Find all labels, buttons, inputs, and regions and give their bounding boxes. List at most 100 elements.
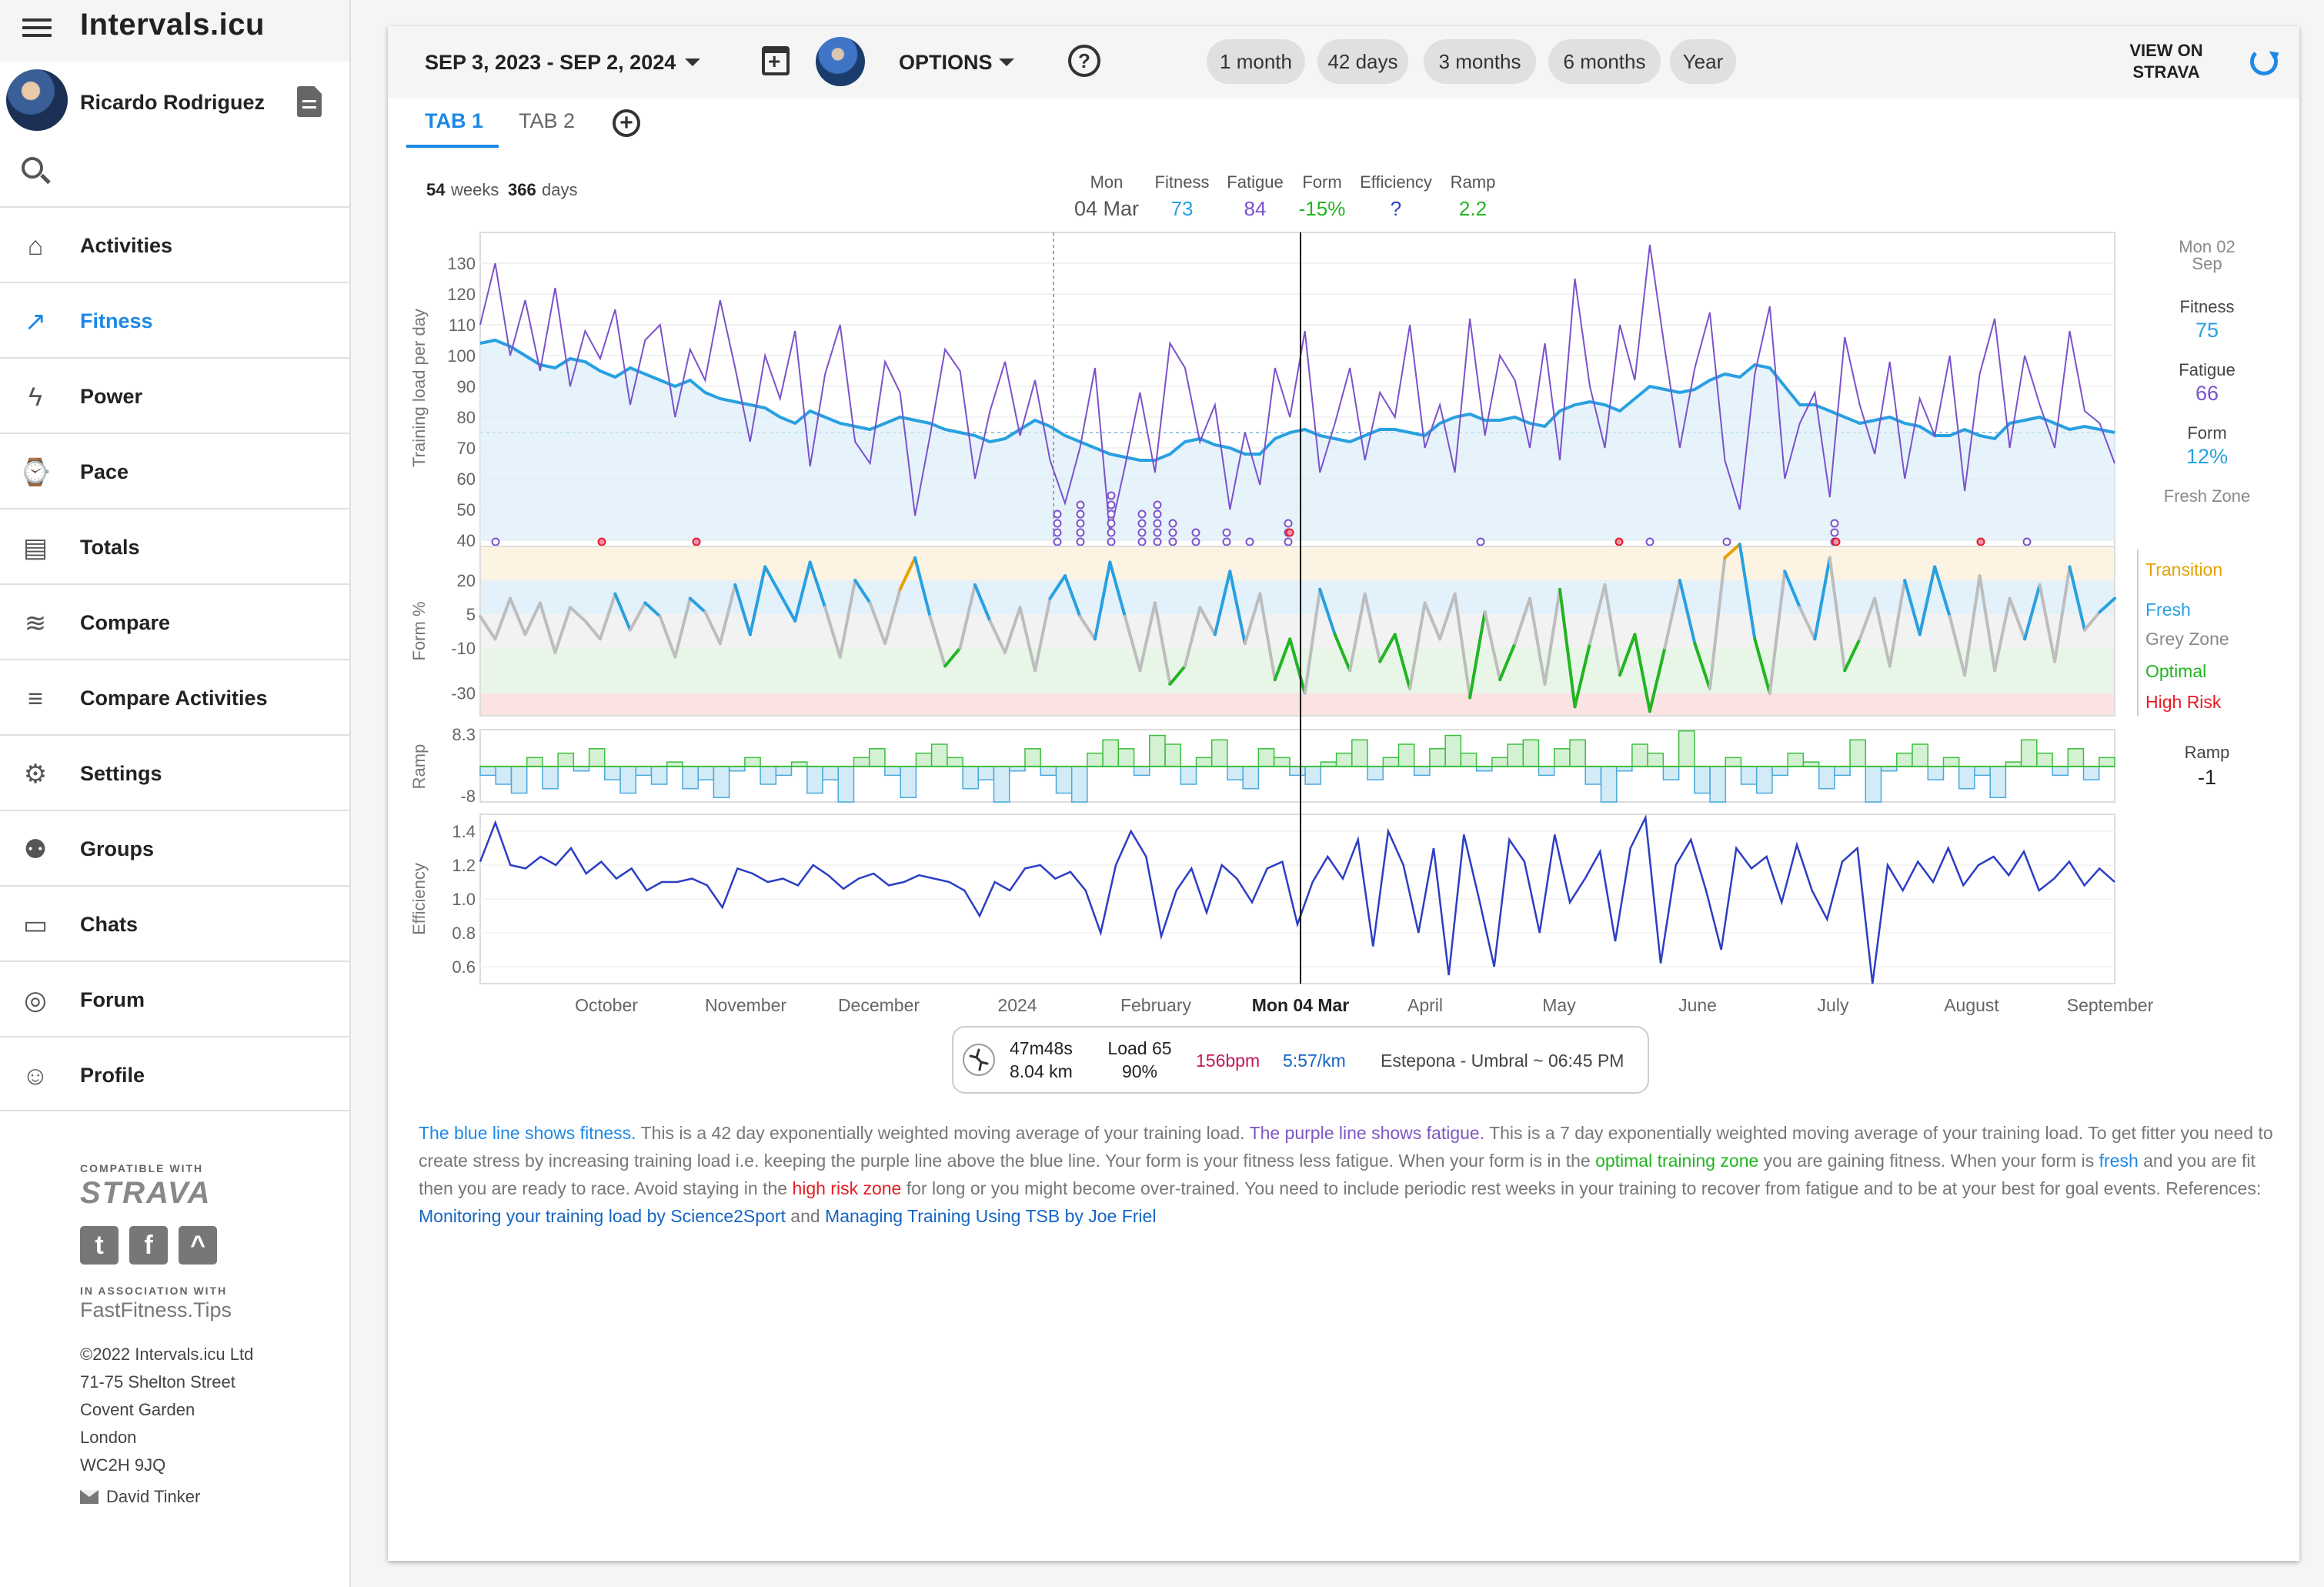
activity-dot[interactable] [1076,537,1085,546]
activity-dot[interactable] [1153,537,1162,546]
activity-dot[interactable] [1107,491,1116,500]
activity-dot[interactable] [1107,500,1116,510]
activity-dot[interactable] [1168,519,1177,528]
sidebar-item-compare-activities[interactable]: ≡ Compare Activities [0,659,349,734]
range-chip-year[interactable]: Year [1670,39,1736,84]
science2sport-link[interactable]: Monitoring your training load by Science… [419,1206,786,1226]
activity-dot[interactable] [1137,510,1147,519]
sidebar-item-totals[interactable]: ▤ Totals [0,508,349,583]
contact-link[interactable]: David Tinker [80,1487,326,1507]
joe-friel-link[interactable]: Managing Training Using TSB by Joe Friel [825,1206,1157,1226]
sidebar-item-power[interactable]: ϟ Power [0,357,349,433]
fitness-chart[interactable]: 54 weeks 366 days Mon 04 Mar Fitness 73 Fatigue 8… [388,26,2299,1104]
race-dot[interactable] [1976,537,1985,546]
avatar[interactable] [6,69,68,131]
activity-dot[interactable] [1191,537,1200,546]
activity-dot[interactable] [1153,500,1162,510]
activity-dot[interactable] [1053,519,1062,528]
activity-dot[interactable] [1137,537,1147,546]
activity-dot[interactable] [1107,528,1116,537]
activity-dot[interactable] [1153,519,1162,528]
sidebar-item-fitness[interactable]: ↗ Fitness [0,282,349,357]
range-chip-42-days[interactable]: 42 days [1317,39,1408,84]
sidebar-item-groups[interactable]: ⚉ Groups [0,810,349,885]
activity-dot[interactable] [1284,537,1293,546]
activity-dot[interactable] [1722,537,1731,546]
race-dot[interactable] [1614,537,1624,546]
user-name[interactable]: Ricardo Rodriguez [80,91,265,114]
activity-dot[interactable] [1053,537,1062,546]
options-menu[interactable]: OPTIONS [899,51,993,74]
activity-dot[interactable] [1153,510,1162,519]
activity-dot[interactable] [491,537,500,546]
activity-dot[interactable] [1476,537,1485,546]
help-icon[interactable]: ? [1068,45,1100,77]
sidebar-item-pace[interactable]: ⌚ Pace [0,433,349,508]
month-label: July [1818,995,1849,1015]
document-icon[interactable] [297,86,322,117]
sidebar-item-chats[interactable]: ▭ Chats [0,885,349,961]
sidebar-item-profile[interactable]: ☺ Profile [0,1036,349,1111]
activity-dot[interactable] [1284,519,1293,528]
strava-logo[interactable]: STRAVA [80,1176,212,1210]
range-chip-6-months[interactable]: 6 months [1548,39,1661,84]
activity-dot[interactable] [1053,528,1062,537]
facebook-icon[interactable]: f [129,1226,168,1265]
activity-dot[interactable] [1168,537,1177,546]
add-tab-icon[interactable]: + [613,109,640,137]
activity-dot[interactable] [1053,510,1062,519]
activity-dot[interactable] [1191,528,1200,537]
activity-dot[interactable] [1076,519,1085,528]
race-dot[interactable] [692,537,701,546]
strava-icon[interactable]: ^ [179,1226,217,1265]
search-icon[interactable] [22,157,43,179]
activity-dot[interactable] [1107,519,1116,528]
activity-dot[interactable] [1153,528,1162,537]
desc-fresh: fresh [2099,1151,2139,1171]
activity-dot[interactable] [1645,537,1655,546]
athlete-avatar[interactable] [816,37,865,86]
chevron-down-icon[interactable] [685,58,700,66]
activity-pace: 5:57/km [1283,1051,1346,1071]
activity-dot[interactable] [1168,528,1177,537]
activity-dot[interactable] [1137,519,1147,528]
refresh-icon[interactable] [2250,48,2278,75]
race-dot[interactable] [1285,528,1294,537]
watch-icon: ⌚ [18,458,52,487]
race-dot[interactable] [1831,537,1841,546]
activity-dot[interactable] [1830,519,1839,528]
range-chip-1-month[interactable]: 1 month [1207,39,1305,84]
date-range-selector[interactable]: SEP 3, 2023 - SEP 2, 2024 [425,51,676,74]
tab-2[interactable]: TAB 2 [519,109,576,132]
sidebar-item-compare[interactable]: ≋ Compare [0,583,349,659]
range-chip-3-months[interactable]: 3 months [1424,39,1536,84]
activity-dot[interactable] [1222,537,1231,546]
sidebar-item-forum[interactable]: ◎ Forum [0,961,349,1036]
chevron-down-icon[interactable] [999,58,1014,66]
activity-dot[interactable] [1245,537,1254,546]
activity-dot[interactable] [1107,510,1116,519]
activity-dot[interactable] [1107,537,1116,546]
activity-dot[interactable] [1137,528,1147,537]
fastfitness-logo[interactable]: FastFitness.Tips [80,1298,232,1321]
activity-summary-card[interactable] [952,1026,1649,1094]
activity-dot[interactable] [1076,500,1085,510]
calendar-add-icon[interactable] [762,46,790,75]
race-dot[interactable] [597,537,606,546]
sidebar-item-activities[interactable]: ⌂ Activities [0,206,349,282]
view-on-strava-button[interactable]: VIEW ON STRAVA [2124,40,2209,83]
app-title[interactable]: Intervals.icu [80,8,265,42]
activity-dot[interactable] [1076,510,1085,519]
month-label: 2024 [997,995,1037,1015]
activity-dot[interactable] [1830,528,1839,537]
activity-dot[interactable] [2022,537,2032,546]
sidebar-item-settings[interactable]: ⚙ Settings [0,734,349,810]
activity-dot[interactable] [1222,528,1231,537]
menu-icon[interactable] [20,14,54,48]
user-row[interactable]: Ricardo Rodriguez [0,62,349,146]
twitter-icon[interactable]: t [80,1226,119,1265]
author-name[interactable]: David Tinker [106,1487,201,1506]
tab-1[interactable]: TAB 1 [425,109,484,132]
activity-dot[interactable] [1076,528,1085,537]
search-row[interactable] [0,146,349,206]
